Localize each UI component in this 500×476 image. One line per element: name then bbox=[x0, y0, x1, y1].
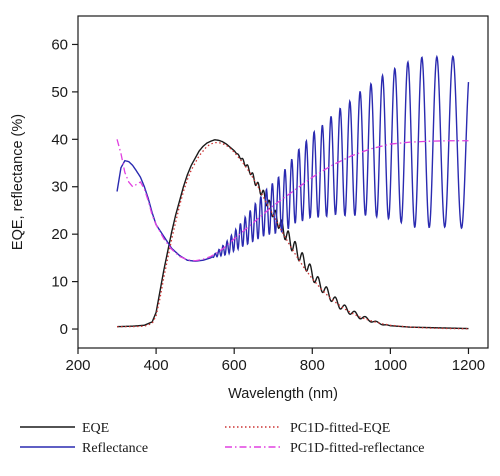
tick-layer: 200 400 600 800 1000 1200 0 10 20 30 40 50 60 bbox=[51, 36, 485, 374]
legend-label: Reflectance bbox=[82, 441, 148, 456]
y-tick-label: 50 bbox=[51, 84, 68, 101]
x-tick-label: 400 bbox=[144, 357, 169, 374]
legend: EQE Reflectance PC1D-fitted-EQE PC1D-fitted… bbox=[20, 421, 425, 456]
y-tick-label: 10 bbox=[51, 274, 68, 291]
y-tick-label: 30 bbox=[51, 179, 68, 196]
x-axis-label: Wavelength (nm) bbox=[228, 386, 338, 402]
x-tick-label: 800 bbox=[300, 357, 325, 374]
x-tick-label: 600 bbox=[222, 357, 247, 374]
x-tick-label: 200 bbox=[65, 357, 90, 374]
x-tick-label: 1200 bbox=[452, 357, 485, 374]
series-line-reflectance bbox=[116, 54, 470, 262]
legend-label: EQE bbox=[82, 421, 109, 436]
y-tick-label: 40 bbox=[51, 131, 68, 148]
legend-label: PC1D-fitted-EQE bbox=[290, 421, 390, 436]
y-tick-label: 20 bbox=[51, 226, 68, 243]
y-tick-label: 60 bbox=[51, 36, 68, 53]
x-tick-label: 1000 bbox=[374, 357, 407, 374]
y-axis-label: EQE, reflectance (%) bbox=[10, 114, 26, 250]
y-tick-label: 0 bbox=[60, 321, 68, 338]
plot-frame bbox=[77, 15, 489, 349]
series-layer bbox=[116, 54, 470, 330]
series-line-pc1d-fitted-reflectance bbox=[116, 139, 469, 262]
legend-label: PC1D-fitted-reflectance bbox=[290, 441, 425, 456]
